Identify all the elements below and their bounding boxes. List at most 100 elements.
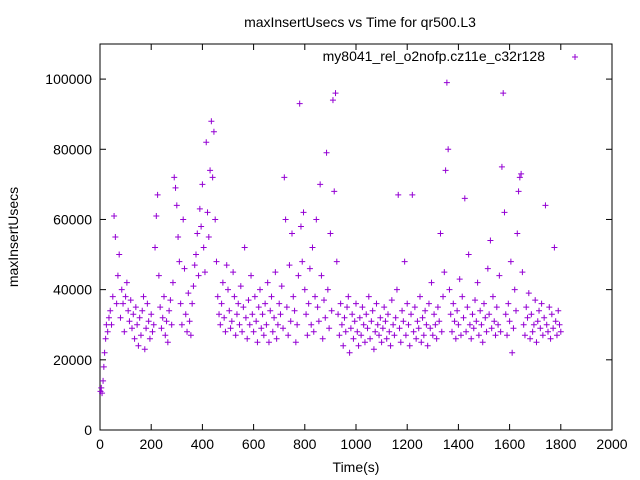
data-point xyxy=(136,314,143,321)
x-tick-label: 0 xyxy=(96,436,104,452)
data-point xyxy=(505,300,512,307)
data-point xyxy=(479,339,486,346)
data-point xyxy=(333,258,340,265)
data-point xyxy=(405,321,412,328)
data-point xyxy=(349,311,356,318)
data-point xyxy=(385,311,391,318)
data-point xyxy=(208,118,215,125)
data-point xyxy=(318,272,325,279)
data-point xyxy=(428,279,435,286)
data-point xyxy=(181,265,188,272)
data-point xyxy=(127,297,134,304)
data-point xyxy=(207,167,214,174)
data-point xyxy=(543,321,550,328)
data-point xyxy=(506,318,513,325)
data-point xyxy=(171,174,178,181)
data-point xyxy=(360,321,367,328)
data-point xyxy=(413,335,420,342)
data-point xyxy=(328,307,335,314)
data-point xyxy=(464,304,471,311)
data-point xyxy=(175,234,182,240)
data-point xyxy=(391,332,398,339)
data-point xyxy=(425,300,432,307)
data-point xyxy=(372,328,379,335)
y-tick-label: 60000 xyxy=(53,211,92,227)
data-point xyxy=(387,342,394,349)
data-point xyxy=(178,321,185,328)
data-point xyxy=(358,332,365,339)
data-point xyxy=(474,279,481,286)
data-point xyxy=(236,321,243,328)
data-point xyxy=(283,304,290,311)
data-point xyxy=(111,212,118,219)
data-point xyxy=(268,293,275,300)
data-point xyxy=(166,307,173,314)
data-point xyxy=(295,272,302,279)
data-point xyxy=(539,332,546,339)
data-point xyxy=(351,318,358,325)
data-point xyxy=(335,311,342,318)
data-point xyxy=(374,321,381,328)
data-point xyxy=(445,146,452,153)
data-point xyxy=(401,258,408,265)
data-point xyxy=(109,293,116,300)
data-point xyxy=(294,321,301,328)
data-point xyxy=(367,335,374,342)
data-point xyxy=(345,293,352,300)
data-point xyxy=(158,325,165,332)
data-point xyxy=(104,328,111,335)
data-point xyxy=(473,318,480,325)
data-point xyxy=(396,325,403,332)
data-point xyxy=(309,244,316,251)
data-point xyxy=(429,332,436,339)
data-point xyxy=(510,325,517,332)
data-point xyxy=(443,79,450,86)
data-point xyxy=(163,318,170,325)
data-point xyxy=(271,314,278,321)
data-point xyxy=(319,335,326,342)
data-point xyxy=(410,328,417,335)
data-point xyxy=(542,202,549,209)
data-point xyxy=(491,318,498,325)
data-point xyxy=(509,349,516,356)
data-point xyxy=(432,321,439,328)
data-point xyxy=(482,314,489,321)
data-point xyxy=(168,321,175,328)
data-point xyxy=(210,128,217,135)
data-point xyxy=(470,325,477,332)
x-tick-label: 1000 xyxy=(340,436,371,452)
data-point xyxy=(457,332,464,339)
data-point xyxy=(424,342,431,349)
data-point xyxy=(460,314,467,321)
data-point xyxy=(500,90,507,97)
data-point xyxy=(203,139,210,146)
data-point xyxy=(117,314,124,321)
data-point xyxy=(454,307,461,314)
data-point xyxy=(102,335,109,342)
data-point xyxy=(468,335,475,342)
data-point xyxy=(296,100,303,107)
data-point xyxy=(321,297,327,304)
data-point xyxy=(153,212,160,219)
data-point xyxy=(193,251,199,258)
data-point xyxy=(393,286,400,293)
data-point xyxy=(312,293,319,300)
data-point xyxy=(146,335,153,342)
data-point xyxy=(521,332,528,339)
data-point xyxy=(341,314,348,321)
data-point xyxy=(100,363,107,370)
data-point xyxy=(400,318,407,325)
data-point xyxy=(194,230,201,237)
legend-marker xyxy=(572,54,578,60)
data-point xyxy=(323,149,330,156)
data-point xyxy=(262,300,269,307)
data-point xyxy=(529,328,536,335)
data-point xyxy=(377,314,384,321)
data-point xyxy=(204,209,211,216)
data-point xyxy=(199,181,206,188)
data-point xyxy=(144,300,151,307)
data-point xyxy=(397,339,404,346)
data-point xyxy=(498,163,505,170)
data-point xyxy=(353,300,359,307)
